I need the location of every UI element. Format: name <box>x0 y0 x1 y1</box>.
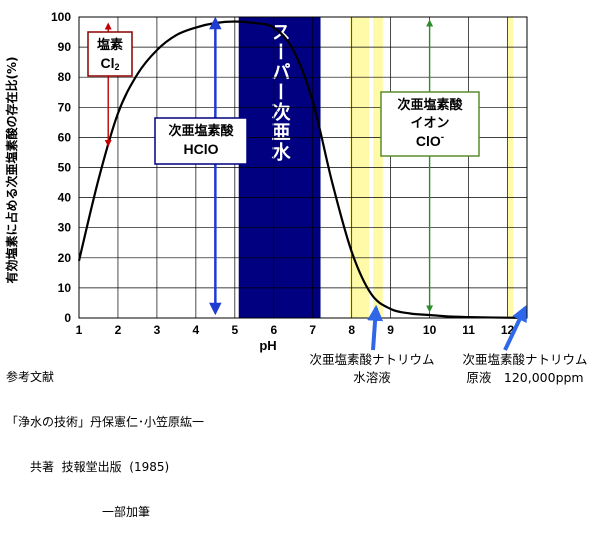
region-name-2: イオン <box>410 116 449 131</box>
region-name: 次亜塩素酸 <box>397 97 463 113</box>
x-tick-label: 9 <box>387 323 394 337</box>
y-tick-label: 80 <box>58 70 72 84</box>
pointer-label: 次亜塩素酸ナトリウム <box>462 352 587 367</box>
reference-line-1: 参考文献 <box>6 370 204 385</box>
reference-line-2: 「浄水の技術」丹保憲仁･小笠原紘一 <box>6 415 204 430</box>
formula-text: HClO <box>184 141 219 157</box>
y-tick-label: 30 <box>58 221 72 235</box>
x-tick-label: 11 <box>462 323 475 337</box>
region-name: 塩素 <box>97 37 123 53</box>
y-tick-label: 60 <box>58 130 72 144</box>
pointer-label-2: 水溶液 <box>353 370 391 385</box>
x-tick-label: 6 <box>270 323 277 337</box>
y-axis-label: 有効塩素に占める次亜塩素酸の存在比(%) <box>4 57 19 284</box>
x-tick-label: 4 <box>193 323 200 337</box>
x-tick-label: 7 <box>309 323 316 337</box>
y-tick-label: 20 <box>58 251 72 265</box>
x-axis-label: pH <box>259 338 276 353</box>
reference-line-4: 一部加筆 <box>6 505 204 520</box>
super-hypochlorous-label: スーパー次亜水 <box>269 22 291 162</box>
x-tick-label: 8 <box>348 323 355 337</box>
y-tick-label: 10 <box>58 281 72 295</box>
y-tick-label: 40 <box>58 191 72 205</box>
reference-line-3: 共著 技報堂出版 (1985) <box>6 460 204 475</box>
pointer-label-2: 原液 120,000ppm <box>466 370 583 385</box>
formula-text: ClO <box>416 133 441 149</box>
y-tick-label: 70 <box>58 100 72 114</box>
pointer-label: 次亜塩素酸ナトリウム <box>309 352 434 367</box>
y-tick-label: 50 <box>58 161 72 175</box>
formula-text: Cl <box>100 55 114 71</box>
y-tick-label: 100 <box>51 10 71 24</box>
x-tick-label: 1 <box>76 323 83 337</box>
y-tick-label: 90 <box>58 40 72 54</box>
reference-note: 参考文献 「浄水の技術」丹保憲仁･小笠原紘一 共著 技報堂出版 (1985) 一… <box>6 340 204 535</box>
y-tick-label: 0 <box>64 311 71 325</box>
x-tick-label: 5 <box>231 323 238 337</box>
x-tick-label: 3 <box>154 323 161 337</box>
region-name: 次亜塩素酸 <box>168 123 234 139</box>
region-formula: ClO- <box>416 132 444 149</box>
x-tick-label: 10 <box>423 323 437 337</box>
region-formula: HClO <box>184 141 219 157</box>
x-tick-label: 2 <box>115 323 122 337</box>
formula-superscript: - <box>441 132 444 143</box>
formula-subscript: 2 <box>114 62 119 72</box>
